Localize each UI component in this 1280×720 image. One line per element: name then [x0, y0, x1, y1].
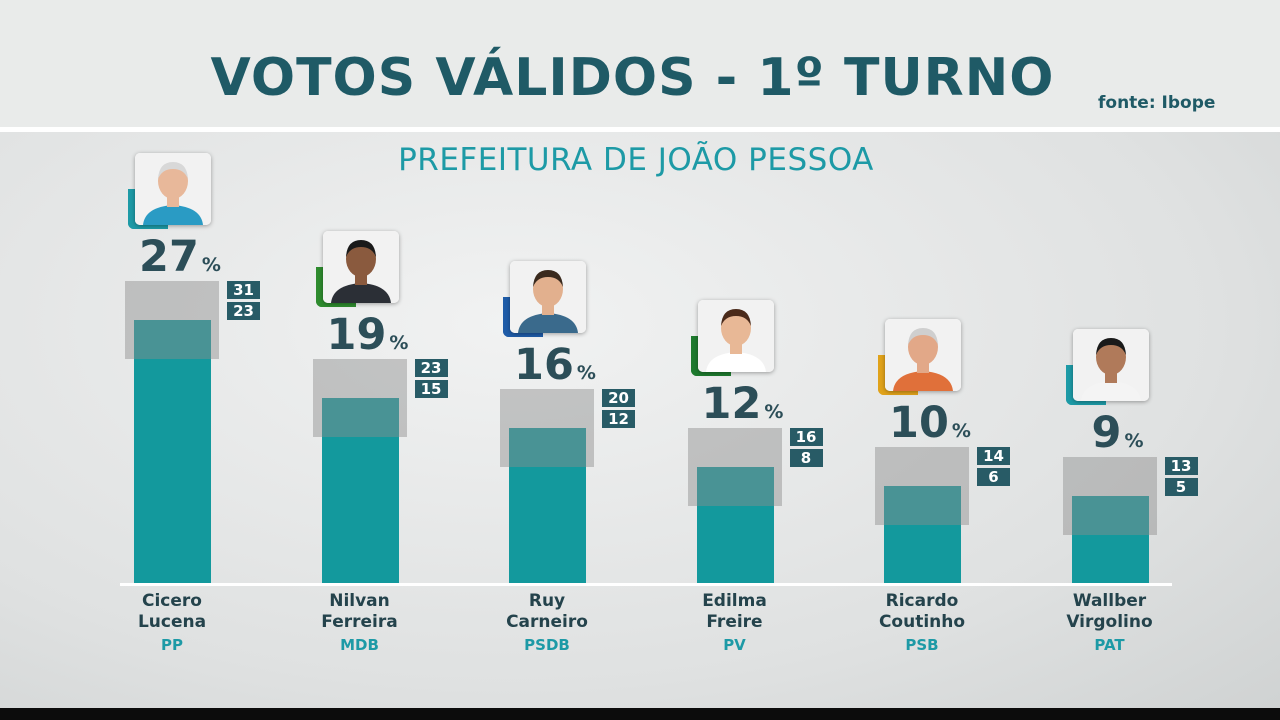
- range-high-label: 13: [1164, 456, 1198, 475]
- party-accent-bar: [128, 189, 136, 229]
- candidate-last-name: Lucena: [137, 612, 207, 632]
- chart-title: VOTOS VÁLIDOS - 1º TURNO: [210, 48, 1055, 108]
- person-icon: [322, 231, 399, 304]
- percent-symbol: %: [951, 420, 971, 443]
- percent-symbol: %: [201, 254, 221, 276]
- bar-psdb: [509, 427, 586, 584]
- candidate-photo-icon: [1072, 328, 1149, 401]
- header-band: [0, 0, 1280, 127]
- error-band-pv: [687, 427, 782, 506]
- bar-mdb: [321, 398, 399, 584]
- range-high-label: 16: [789, 427, 823, 446]
- party-accent-bar: [315, 267, 324, 308]
- person-icon: [885, 319, 961, 392]
- candidate-last-name: Virgolino: [1066, 612, 1153, 632]
- candidate-photo-icon: [510, 260, 586, 333]
- candidate-first-name: Cicero: [142, 591, 202, 611]
- range-low-label: 15: [414, 380, 448, 399]
- party-accent-bar: [690, 369, 731, 376]
- candidate-first-name: Wallber: [1072, 591, 1147, 611]
- bar-pp: [134, 320, 211, 584]
- party-label: PSDB: [524, 636, 570, 654]
- range-low-label: 23: [227, 302, 260, 320]
- party-accent-bar: [1065, 398, 1106, 405]
- range-high-label: 31: [227, 281, 260, 299]
- candidate-first-name: Ricardo: [885, 591, 959, 611]
- value-label: 9%: [1048, 411, 1188, 455]
- range-high-label: 14: [977, 447, 1010, 466]
- error-band-pp: [125, 281, 219, 360]
- bottom-bar: [0, 708, 1280, 720]
- candidate-first-name: Nilvan: [329, 591, 390, 611]
- range-low-label: 12: [602, 409, 635, 428]
- header-divider: [0, 127, 1280, 132]
- person-icon: [1072, 328, 1149, 401]
- candidate-photo-icon: [885, 319, 961, 392]
- party-label: PSB: [905, 636, 939, 654]
- party-accent-bar: [1065, 364, 1074, 405]
- candidate-photo-icon: [322, 231, 399, 304]
- value-number: 16: [514, 339, 574, 390]
- chart-subtitle: PREFEITURA DE JOÃO PESSOA: [398, 142, 874, 178]
- percent-symbol: %: [764, 400, 784, 423]
- party-label: PV: [723, 636, 746, 654]
- value-label: 16%: [485, 343, 625, 387]
- person-icon: [135, 153, 211, 225]
- party-label: PP: [161, 636, 183, 654]
- error-band-psdb: [500, 388, 594, 467]
- source-label: fonte: Ibope: [1098, 93, 1216, 113]
- value-label: 19%: [298, 314, 438, 357]
- error-band-psb: [875, 447, 969, 526]
- party-accent-bar: [878, 355, 886, 396]
- bar-psb: [884, 486, 961, 584]
- range-low-label: 5: [1164, 477, 1198, 496]
- person-icon: [510, 260, 586, 333]
- value-number: 19: [326, 310, 387, 361]
- percent-symbol: %: [389, 332, 409, 355]
- party-label: PAT: [1094, 636, 1125, 654]
- value-number: 9: [1091, 407, 1122, 458]
- party-accent-bar: [503, 296, 511, 337]
- value-number: 27: [139, 232, 199, 282]
- candidate-photo-icon: [697, 299, 774, 372]
- error-band-mdb: [312, 359, 407, 438]
- value-label: 27%: [110, 236, 250, 279]
- candidate-photo-icon: [135, 153, 211, 225]
- chart-baseline: [120, 583, 1172, 586]
- percent-symbol: %: [1124, 429, 1144, 452]
- person-icon: [697, 299, 774, 372]
- party-accent-bar: [315, 301, 356, 308]
- candidate-last-name: Carneiro: [506, 612, 588, 632]
- range-low-label: 8: [789, 448, 823, 467]
- candidate-last-name: Coutinho: [878, 612, 966, 632]
- party-label: MDB: [340, 636, 379, 654]
- candidate-last-name: Ferreira: [321, 612, 398, 632]
- bar-pat: [1071, 496, 1149, 584]
- bar-pv: [696, 466, 774, 584]
- candidate-last-name: Freire: [706, 612, 763, 632]
- value-number: 12: [701, 378, 762, 429]
- party-accent-bar: [690, 335, 699, 376]
- value-label: 12%: [673, 382, 813, 426]
- party-accent-bar: [503, 330, 543, 337]
- percent-symbol: %: [576, 361, 596, 384]
- value-label: 10%: [860, 402, 1000, 445]
- range-low-label: 6: [977, 468, 1010, 487]
- error-band-pat: [1062, 456, 1157, 536]
- party-accent-bar: [878, 389, 918, 396]
- candidate-first-name: Ruy: [528, 591, 566, 611]
- candidate-first-name: Edilma: [702, 591, 767, 611]
- party-accent-bar: [128, 223, 168, 229]
- range-high-label: 23: [414, 359, 448, 378]
- range-high-label: 20: [602, 388, 635, 407]
- value-number: 10: [889, 398, 949, 449]
